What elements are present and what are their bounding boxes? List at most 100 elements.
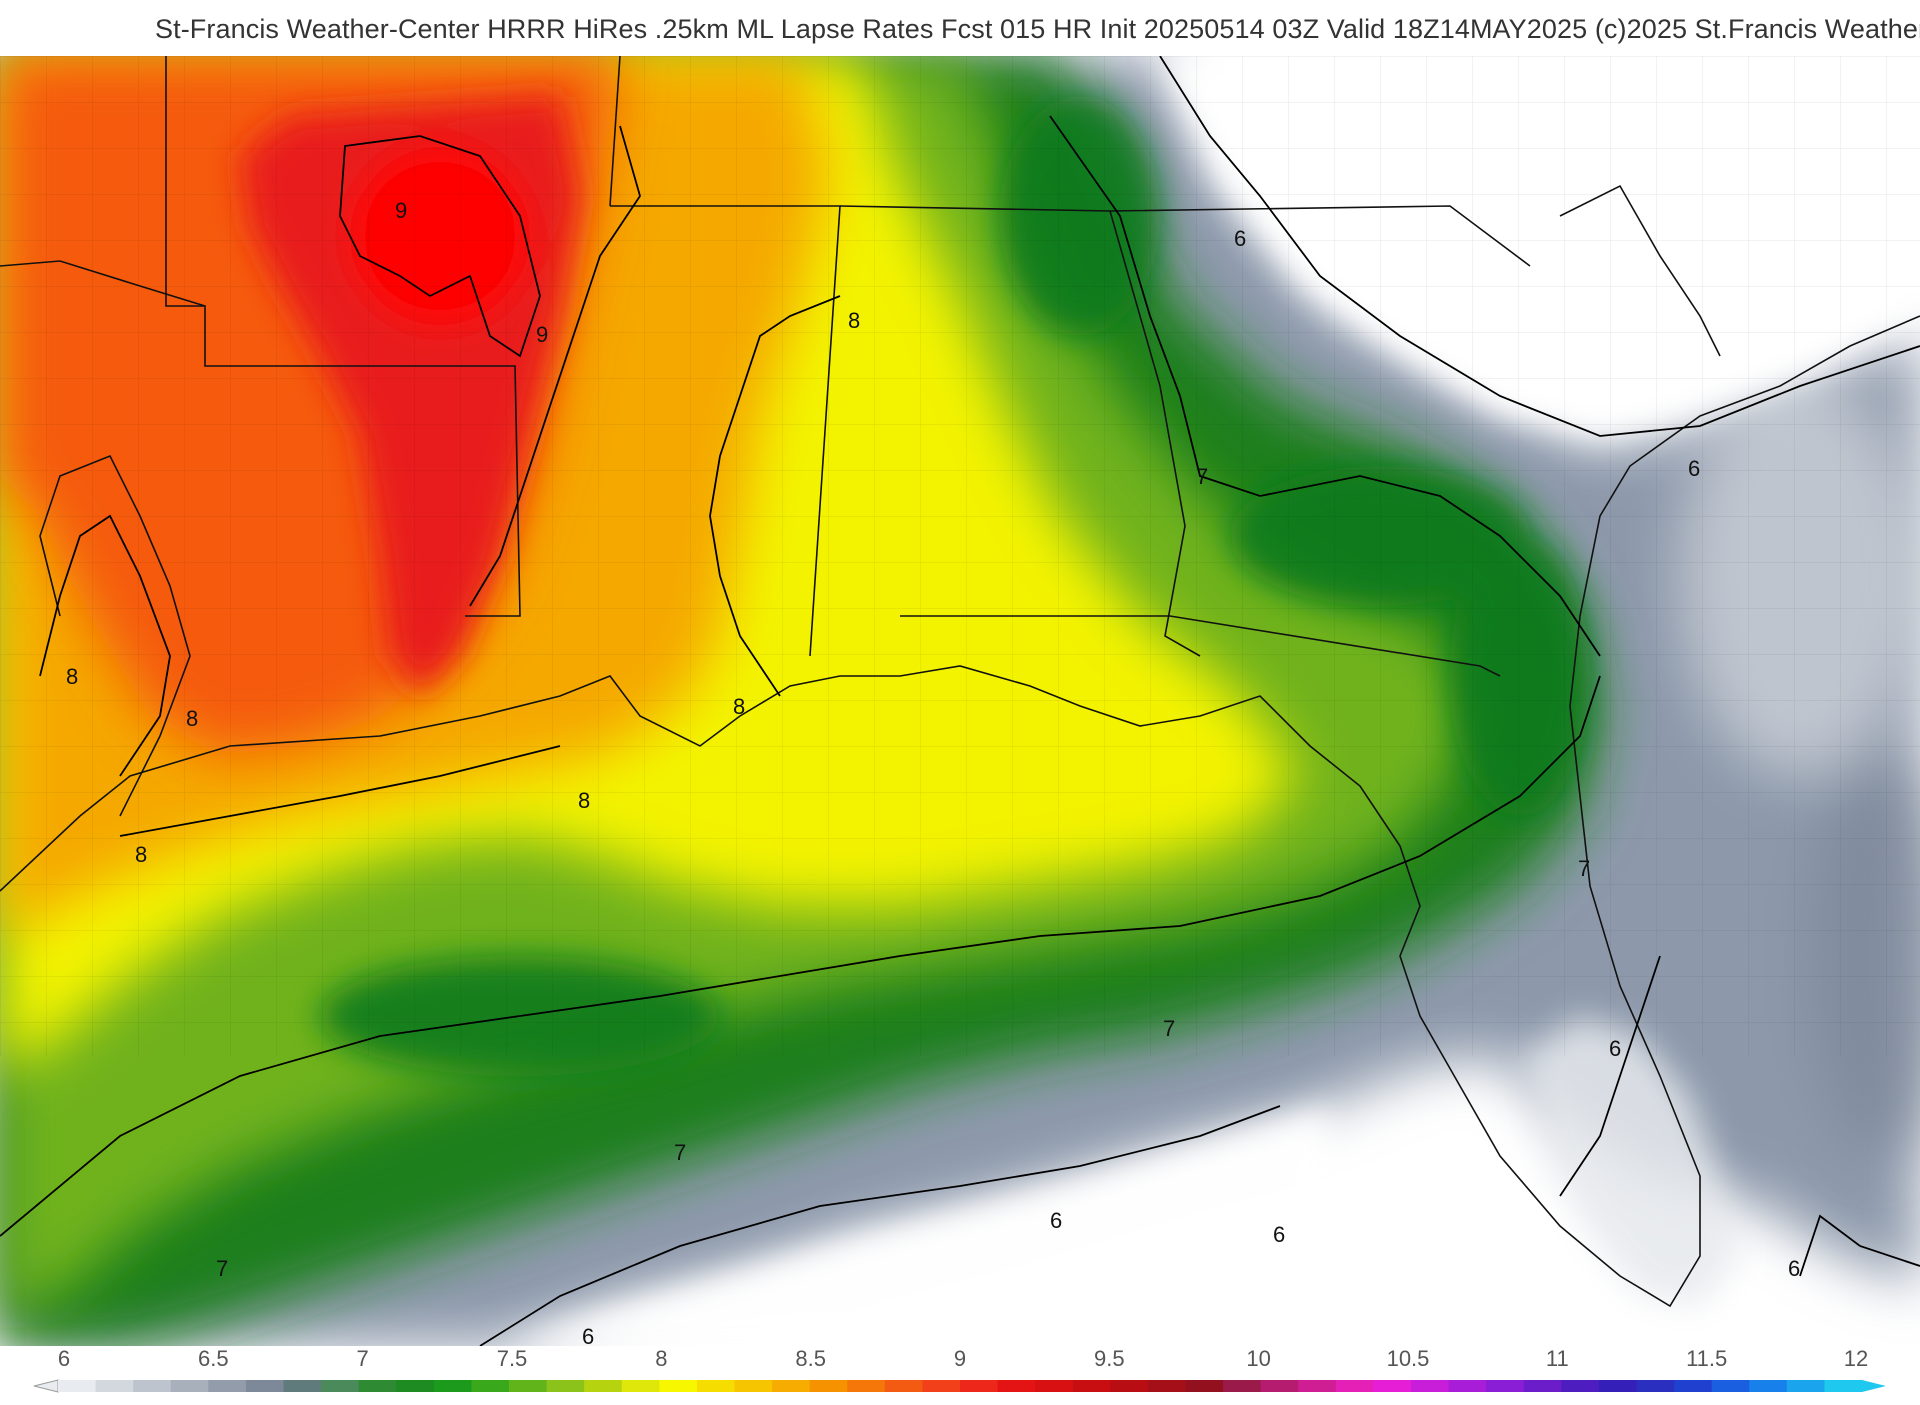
color-legend bbox=[0, 1346, 1920, 1400]
contour-8-central bbox=[709, 295, 841, 697]
coastline bbox=[39, 454, 191, 817]
state-line bbox=[609, 56, 621, 207]
contour-label: 6 bbox=[1788, 1256, 1800, 1281]
legend-tick-label: 10.5 bbox=[1386, 1346, 1430, 1371]
legend-swatch bbox=[1110, 1380, 1149, 1392]
legend-swatch bbox=[245, 1380, 285, 1392]
legend-tick-label: 6 bbox=[57, 1346, 71, 1371]
coastline bbox=[0, 315, 1920, 1308]
legend-arrow-low bbox=[33, 1379, 59, 1393]
legend-tick-label: 6.5 bbox=[198, 1346, 229, 1371]
legend-swatch bbox=[358, 1380, 397, 1392]
contour-label: 6 bbox=[582, 1324, 594, 1346]
legend-swatch bbox=[471, 1380, 510, 1392]
legend-swatch bbox=[1523, 1380, 1562, 1392]
legend-swatch bbox=[772, 1380, 811, 1392]
legend-swatch bbox=[1486, 1380, 1525, 1392]
legend-swatch bbox=[1711, 1380, 1750, 1392]
map-title: St-Francis Weather-Center HRRR HiRes .25… bbox=[155, 14, 1920, 44]
contour-label: 8 bbox=[135, 842, 147, 867]
legend-swatch bbox=[283, 1380, 322, 1392]
contour-label: 7 bbox=[1578, 856, 1590, 881]
county-grid bbox=[0, 56, 1920, 1056]
legend-tick-label: 9.5 bbox=[1094, 1346, 1125, 1371]
legend-swatch bbox=[584, 1380, 623, 1392]
contour-9 bbox=[339, 135, 541, 358]
legend-swatch bbox=[396, 1380, 435, 1392]
legend-swatch bbox=[58, 1380, 97, 1392]
legend-tick-label: 12 bbox=[1843, 1346, 1869, 1371]
state-line bbox=[839, 205, 1201, 657]
legend-swatch bbox=[95, 1380, 134, 1392]
coastline bbox=[1559, 184, 1721, 357]
contour-label: 6 bbox=[1609, 1036, 1621, 1061]
legend-swatch bbox=[621, 1380, 660, 1392]
legend-swatch bbox=[809, 1380, 848, 1392]
legend-tick-label: 9 bbox=[953, 1346, 967, 1371]
contour-6-north bbox=[1159, 56, 1920, 437]
legend-swatch bbox=[321, 1380, 360, 1392]
contour-8-west bbox=[39, 514, 171, 777]
legend-tick-label: 8 bbox=[655, 1346, 668, 1371]
contour-label: 6 bbox=[1050, 1208, 1062, 1233]
legend-swatch bbox=[1749, 1380, 1788, 1392]
legend-swatch bbox=[1411, 1380, 1450, 1392]
legend-swatch bbox=[133, 1380, 172, 1392]
contour-label: 7 bbox=[1196, 464, 1208, 489]
legend-swatch bbox=[1298, 1380, 1337, 1392]
field-florida-light bbox=[1520, 1016, 1740, 1306]
legend-swatch bbox=[170, 1380, 209, 1392]
contour-6-florida bbox=[1559, 955, 1661, 1197]
legend-swatch bbox=[1335, 1380, 1375, 1392]
contour-label: 8 bbox=[186, 706, 198, 731]
legend-swatch bbox=[922, 1380, 961, 1392]
legend-swatch bbox=[1824, 1380, 1863, 1392]
state-line bbox=[0, 260, 206, 307]
legend-swatch bbox=[1561, 1380, 1600, 1392]
contour-label: 8 bbox=[578, 788, 590, 813]
legend-swatch bbox=[1786, 1380, 1826, 1392]
contour-7-gulf bbox=[0, 675, 1601, 1237]
legend-swatch bbox=[1674, 1380, 1713, 1392]
legend-tick-label: 11.5 bbox=[1686, 1346, 1728, 1371]
contour-label: 6 bbox=[1234, 226, 1246, 251]
legend-swatch bbox=[1260, 1380, 1299, 1392]
header: St-Francis Weather-Center HRRR HiRes .25… bbox=[0, 0, 1920, 56]
legend-swatch bbox=[997, 1380, 1036, 1392]
legend-swatch bbox=[1185, 1380, 1224, 1392]
contour-label: 8 bbox=[733, 694, 745, 719]
field-white-gulf bbox=[500, 1106, 1330, 1346]
legend-swatch bbox=[1636, 1380, 1675, 1392]
contour-label: 9 bbox=[395, 198, 407, 223]
legend-swatch bbox=[433, 1380, 473, 1392]
boundaries bbox=[0, 56, 1920, 1308]
legend-swatch bbox=[884, 1380, 924, 1392]
legend-swatch bbox=[659, 1380, 698, 1392]
legend-tick-label: 7.5 bbox=[496, 1346, 528, 1371]
contour-labels: 9 9 8 8 8 8 8 8 7 7 7 7 7 6 6 6 6 6 6 6 bbox=[66, 198, 1800, 1346]
legend-swatch bbox=[1072, 1380, 1111, 1392]
contour-label: 7 bbox=[1163, 1016, 1175, 1041]
legend-swatch bbox=[960, 1380, 999, 1392]
state-line bbox=[1109, 205, 1531, 267]
contour-8-gulf bbox=[119, 745, 561, 837]
contour-label: 7 bbox=[674, 1140, 686, 1165]
legend-swatch bbox=[1223, 1380, 1262, 1392]
legend-swatch bbox=[1598, 1380, 1638, 1392]
contour-7-north bbox=[1049, 115, 1601, 657]
contour-label: 8 bbox=[848, 308, 860, 333]
contour-6-gulf bbox=[479, 1105, 1281, 1346]
contour-label: 6 bbox=[1688, 456, 1700, 481]
legend-swatch bbox=[696, 1380, 736, 1392]
contour-6-atlantic bbox=[1799, 1214, 1920, 1277]
lapse-rate-map: 9 9 8 8 8 8 8 8 7 7 7 7 7 6 6 6 6 6 6 6 bbox=[0, 56, 1920, 1346]
legend-swatch bbox=[1448, 1380, 1487, 1392]
contour-label: 9 bbox=[536, 322, 548, 347]
legend-bar bbox=[33, 1379, 1886, 1393]
legend-tick-label: 11 bbox=[1545, 1346, 1569, 1371]
legend-swatch bbox=[1147, 1380, 1187, 1392]
contour-label: 7 bbox=[216, 1256, 228, 1281]
contour-label: 8 bbox=[66, 664, 78, 689]
contour-label: 6 bbox=[1273, 1222, 1285, 1247]
legend-swatch bbox=[734, 1380, 773, 1392]
